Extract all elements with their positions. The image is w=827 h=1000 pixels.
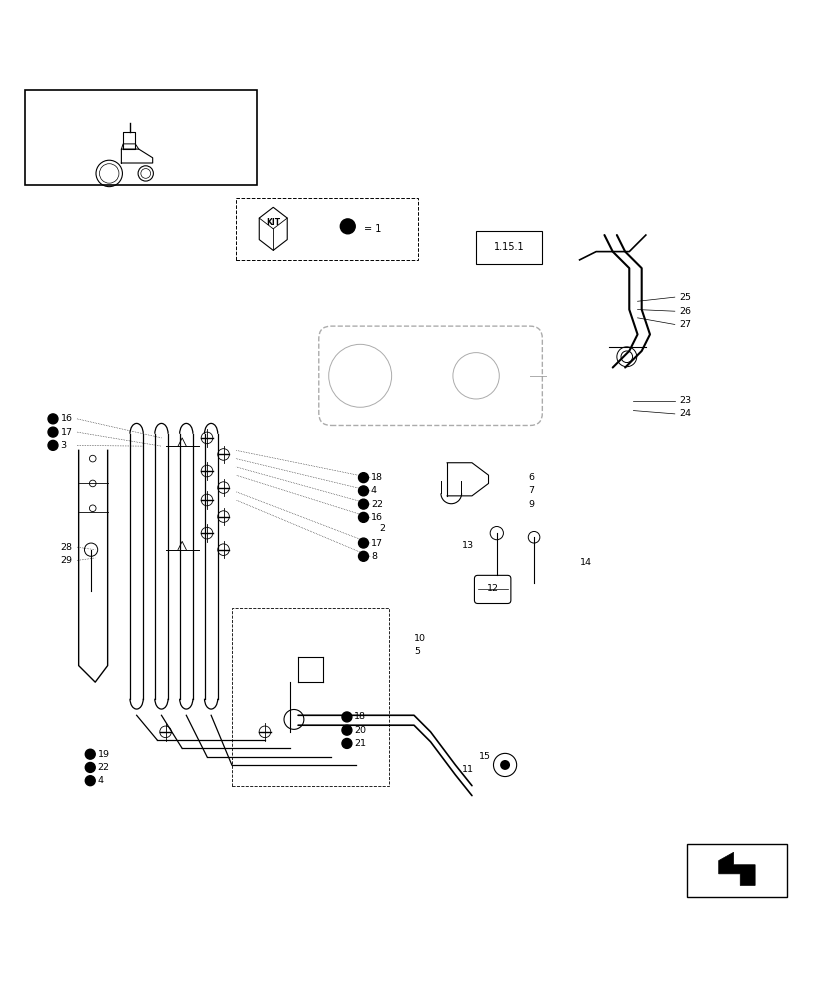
Circle shape <box>358 486 368 496</box>
Circle shape <box>490 526 503 540</box>
Text: 22: 22 <box>370 500 382 509</box>
Text: 16: 16 <box>60 414 72 423</box>
Text: 17: 17 <box>370 539 382 548</box>
Text: 23: 23 <box>678 396 691 405</box>
Text: 20: 20 <box>354 726 366 735</box>
Text: 18: 18 <box>354 712 366 721</box>
Text: 29: 29 <box>60 556 72 565</box>
Text: 4: 4 <box>370 486 376 495</box>
Text: 16: 16 <box>370 513 382 522</box>
Circle shape <box>342 712 351 722</box>
Text: 4: 4 <box>98 776 103 785</box>
Circle shape <box>358 551 368 561</box>
Text: 2: 2 <box>379 524 385 533</box>
Text: 6: 6 <box>528 473 533 482</box>
Text: 8: 8 <box>370 552 376 561</box>
Text: 7: 7 <box>528 486 533 495</box>
Circle shape <box>358 512 368 522</box>
Text: 1.15.1: 1.15.1 <box>494 242 523 252</box>
Text: 18: 18 <box>370 473 382 482</box>
Text: 3: 3 <box>60 441 66 450</box>
Text: 12: 12 <box>486 584 498 593</box>
Circle shape <box>358 473 368 483</box>
Circle shape <box>342 738 351 748</box>
Circle shape <box>85 749 95 759</box>
Text: KIT: KIT <box>265 218 280 227</box>
Text: 26: 26 <box>678 307 690 316</box>
Text: 13: 13 <box>461 541 474 550</box>
Circle shape <box>48 427 58 437</box>
Text: 22: 22 <box>98 763 109 772</box>
Circle shape <box>48 440 58 450</box>
Circle shape <box>340 219 355 234</box>
Text: 17: 17 <box>60 428 72 437</box>
Bar <box>232 608 389 786</box>
Circle shape <box>528 531 539 543</box>
Text: = 1: = 1 <box>364 224 381 234</box>
Text: 21: 21 <box>354 739 366 748</box>
Text: 5: 5 <box>414 647 419 656</box>
Circle shape <box>85 776 95 786</box>
Text: 14: 14 <box>579 558 590 567</box>
Text: 19: 19 <box>98 750 109 759</box>
Text: 10: 10 <box>414 634 425 643</box>
Text: 9: 9 <box>528 500 533 509</box>
Bar <box>236 198 418 260</box>
Text: 11: 11 <box>461 765 473 774</box>
Circle shape <box>342 725 351 735</box>
Bar <box>25 90 256 185</box>
Circle shape <box>85 762 95 772</box>
Circle shape <box>84 543 98 556</box>
Bar <box>476 231 542 264</box>
Circle shape <box>500 760 509 770</box>
Text: 24: 24 <box>678 409 690 418</box>
Bar <box>686 844 786 897</box>
Text: 25: 25 <box>678 293 690 302</box>
Circle shape <box>48 414 58 424</box>
Circle shape <box>358 538 368 548</box>
Text: 15: 15 <box>478 752 490 761</box>
Text: 27: 27 <box>678 320 690 329</box>
Polygon shape <box>718 852 754 885</box>
Text: 28: 28 <box>60 543 72 552</box>
Circle shape <box>358 499 368 509</box>
